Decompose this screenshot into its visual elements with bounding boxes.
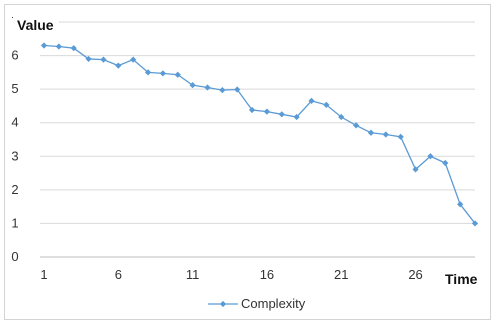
data-point — [278, 111, 285, 118]
data-point — [248, 106, 256, 114]
data-point — [130, 56, 137, 63]
y-tick-label: 1 — [11, 215, 18, 230]
x-tick-label: 16 — [260, 267, 274, 282]
data-point — [397, 133, 404, 140]
data-point — [352, 122, 360, 129]
y-tick-label: 0 — [11, 249, 18, 264]
y-axis-title: Value — [17, 17, 54, 33]
data-point — [382, 131, 389, 138]
data-point — [234, 86, 241, 93]
data-point — [144, 69, 152, 76]
legend-marker — [219, 300, 227, 308]
x-tick-label: 6 — [115, 267, 122, 282]
y-axis-title-bg — [13, 13, 59, 33]
data-point — [263, 108, 271, 115]
y-tick-label: 3 — [11, 148, 18, 163]
x-tick-label: 11 — [186, 267, 200, 282]
y-tick-label: 6 — [11, 48, 18, 63]
data-point — [40, 42, 48, 49]
data-point — [100, 56, 107, 63]
x-tick-label: 21 — [334, 267, 348, 282]
x-tick-label: 1 — [40, 267, 47, 282]
data-point — [219, 87, 226, 94]
series-line — [43, 44, 476, 224]
data-point — [427, 153, 434, 160]
data-point — [55, 43, 62, 50]
data-point — [174, 71, 181, 78]
data-point — [457, 201, 464, 208]
x-axis-title: Time — [445, 271, 478, 287]
y-tick-label: 2 — [11, 182, 18, 197]
data-point — [115, 62, 122, 69]
data-point — [442, 159, 449, 167]
data-point — [204, 84, 211, 91]
x-tick-label: 26 — [408, 267, 422, 282]
data-point — [85, 55, 92, 63]
data-point — [159, 70, 167, 77]
legend-label: Complexity — [241, 296, 306, 311]
y-tick-label: 4 — [11, 115, 18, 130]
data-point — [367, 129, 375, 136]
y-tick-label: 5 — [11, 81, 18, 96]
